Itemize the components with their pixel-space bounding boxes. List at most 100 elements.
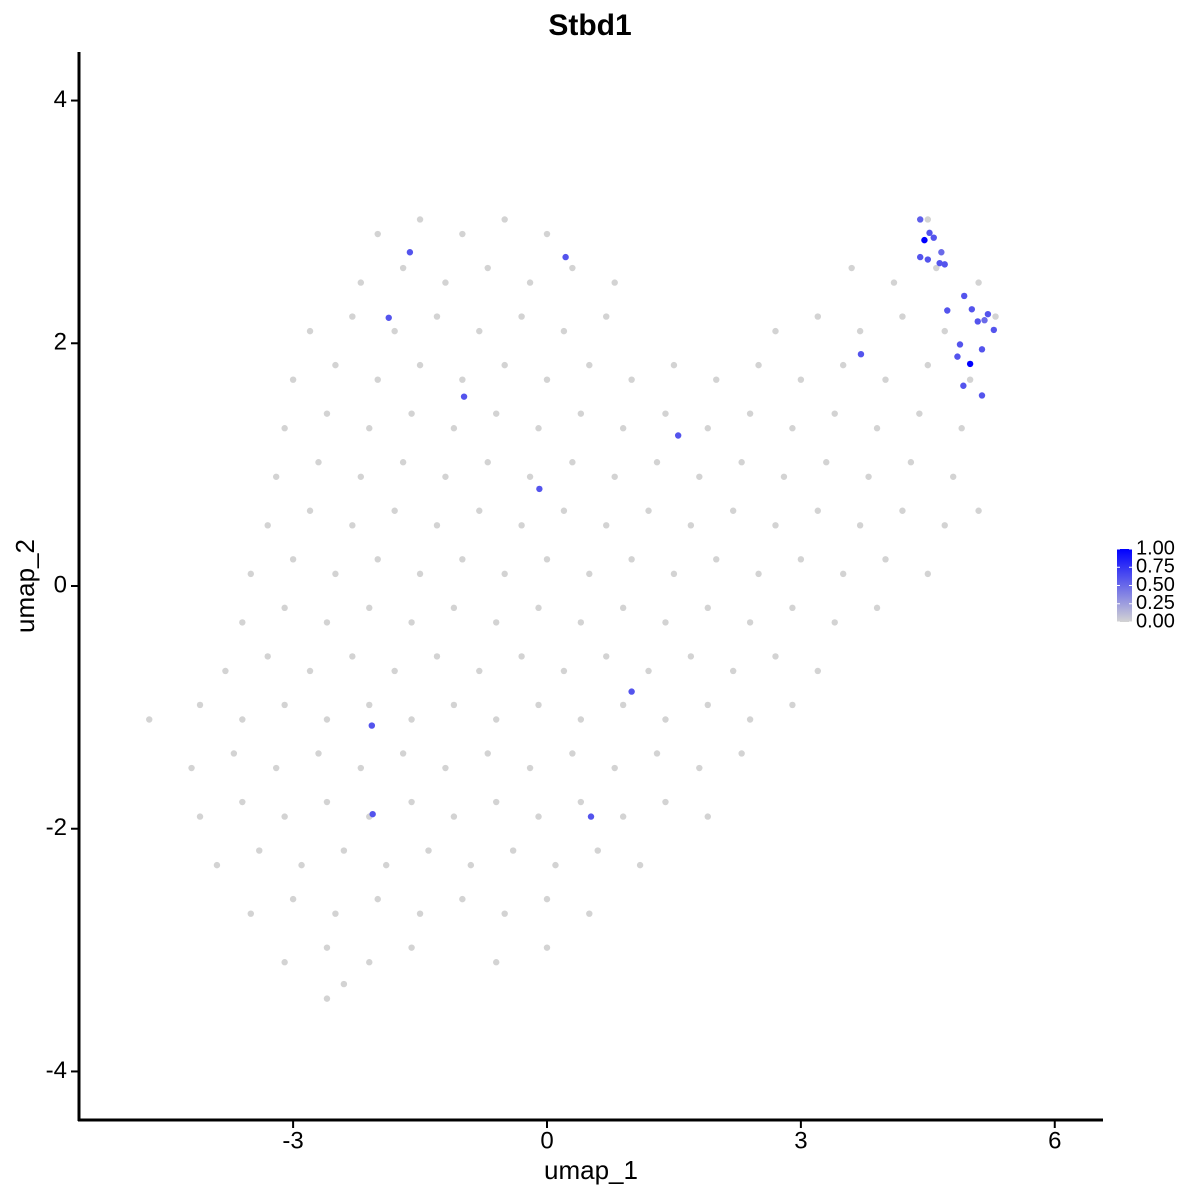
point (374, 230, 381, 238)
point (704, 701, 711, 709)
point (924, 256, 932, 263)
point (696, 473, 703, 480)
point (196, 813, 204, 820)
point (670, 361, 678, 369)
point (281, 959, 288, 966)
point (408, 716, 415, 723)
point (603, 653, 610, 660)
point (536, 485, 543, 493)
point (619, 701, 627, 709)
point (442, 279, 449, 286)
point (357, 764, 365, 772)
point (653, 750, 661, 757)
x-axis-title: umap_1 (544, 1155, 638, 1185)
point (408, 944, 415, 951)
point (433, 653, 441, 660)
point (366, 425, 373, 432)
point (619, 425, 627, 432)
point (662, 716, 669, 723)
point (509, 847, 517, 854)
point (619, 604, 627, 612)
point (975, 279, 982, 286)
point (391, 667, 398, 675)
point (704, 604, 711, 612)
point (366, 959, 373, 966)
point (493, 619, 500, 626)
point (289, 376, 297, 383)
point (493, 716, 500, 723)
point (674, 432, 682, 439)
point (459, 230, 466, 238)
point (577, 798, 585, 806)
point (789, 425, 796, 432)
y-tick-label: 2 (54, 329, 67, 356)
point (926, 229, 933, 237)
point (416, 361, 424, 369)
point (569, 459, 576, 466)
point (924, 570, 932, 578)
point (960, 382, 967, 389)
point (956, 341, 964, 348)
point (518, 313, 525, 320)
point (944, 307, 951, 314)
point (535, 425, 542, 432)
point (408, 798, 415, 806)
point (755, 570, 762, 578)
point (814, 507, 822, 514)
point (587, 813, 595, 820)
point (416, 910, 424, 917)
point (713, 556, 720, 563)
point (281, 813, 288, 820)
point (628, 688, 635, 695)
point (476, 507, 483, 514)
point (746, 716, 754, 723)
point (543, 944, 551, 951)
legend-label: 0.25 (1136, 592, 1175, 614)
point (984, 310, 992, 318)
point (281, 604, 288, 612)
point (729, 507, 737, 514)
y-tick-label: 4 (54, 86, 67, 113)
point (399, 459, 407, 466)
point (958, 425, 965, 432)
point (941, 522, 948, 529)
point (899, 507, 906, 514)
point (323, 619, 331, 626)
point (603, 522, 610, 529)
point (535, 813, 542, 820)
point (526, 279, 534, 286)
y-tick-label: -2 (46, 814, 67, 841)
point (374, 556, 381, 563)
point (814, 313, 822, 320)
point (306, 507, 314, 514)
point (882, 556, 889, 563)
point (662, 798, 669, 806)
point (450, 604, 458, 612)
point (975, 507, 982, 514)
point (416, 216, 424, 223)
point (484, 264, 491, 272)
point (981, 317, 988, 324)
point (315, 459, 322, 466)
point (831, 410, 838, 417)
point (978, 346, 986, 353)
point (978, 392, 986, 399)
color-bar (1117, 549, 1132, 622)
point (814, 667, 822, 675)
point (501, 216, 508, 223)
point (856, 327, 864, 335)
point (873, 604, 881, 612)
point (239, 716, 246, 723)
point (289, 556, 297, 563)
point (670, 570, 678, 578)
point (543, 376, 551, 383)
point (391, 507, 398, 514)
point (442, 473, 449, 480)
point (357, 279, 365, 286)
point (298, 861, 305, 869)
point (459, 376, 466, 383)
point (797, 556, 805, 563)
point (586, 910, 593, 917)
points (146, 216, 999, 1002)
point (281, 701, 288, 709)
